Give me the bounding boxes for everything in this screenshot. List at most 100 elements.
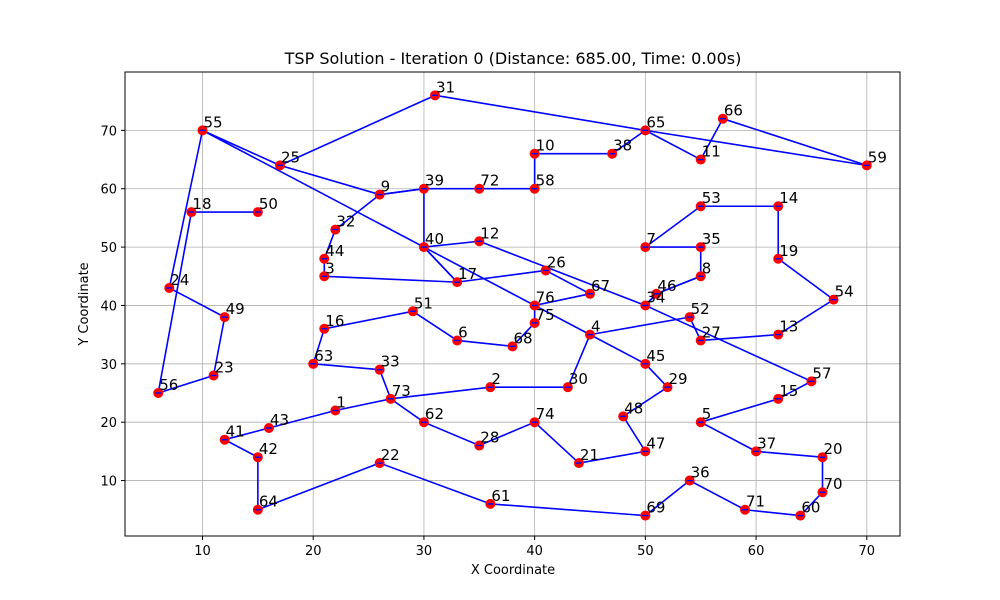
city-label-1: 1 [336,394,346,412]
city-label-16: 16 [325,312,344,330]
route-segment [379,187,425,196]
route-segment [457,269,546,283]
x-tick-label: 60 [748,544,765,559]
plot-frame [124,71,901,537]
route-segment [202,129,536,307]
route-segment [645,304,812,383]
route-segment [534,293,591,307]
x-tick-label: 20 [305,544,322,559]
city-label-4: 4 [591,318,601,336]
route-segment [622,386,668,418]
city-label-30: 30 [569,370,588,388]
route-segment [323,229,337,260]
city-label-66: 66 [724,102,743,120]
route-segment [202,129,281,167]
city-label-74: 74 [536,405,555,423]
city-label-32: 32 [336,213,355,231]
chart-title: TSP Solution - Iteration 0 (Distance: 68… [284,49,742,68]
route-segment [324,275,458,283]
route-segment [412,310,458,342]
city-label-64: 64 [259,493,278,511]
city-label-5: 5 [702,405,712,423]
city-label-76: 76 [536,288,555,306]
route-segment [700,118,724,160]
city-label-40: 40 [425,230,444,248]
route-segment [168,130,204,289]
route-segment [644,129,702,161]
route-segment [622,415,647,452]
route-segment [700,333,779,342]
city-label-48: 48 [624,399,643,417]
city-label-15: 15 [779,382,798,400]
city-label-50: 50 [259,195,278,213]
y-axis-label: Y Coordinate [77,262,92,346]
route-lines [157,94,868,517]
route-segment [644,479,691,517]
route-segment [378,369,392,400]
city-label-31: 31 [436,78,455,96]
city-label-45: 45 [646,347,665,365]
city-label-44: 44 [325,242,344,260]
y-tick-label: 50 [100,241,117,256]
city-label-27: 27 [702,323,721,341]
route-segment [644,205,702,248]
route-segment [689,479,746,511]
city-label-22: 22 [381,446,400,464]
city-label-8: 8 [702,259,712,277]
city-label-34: 34 [646,288,665,306]
y-tick-label: 70 [100,124,117,139]
city-label-56: 56 [159,376,178,394]
route-segment [567,334,591,388]
city-label-13: 13 [779,318,798,336]
x-tick-label: 50 [637,544,654,559]
route-segment [390,386,491,400]
city-label-33: 33 [381,353,400,371]
city-label-28: 28 [480,429,499,447]
city-label-36: 36 [691,464,710,482]
y-tick-label: 40 [100,299,117,314]
route-segment [224,427,270,441]
city-label-17: 17 [458,265,477,283]
city-label-51: 51 [414,294,433,312]
route-segment [777,298,834,336]
city-label-55: 55 [204,113,223,131]
route-segment [534,421,580,464]
city-label-35: 35 [702,230,721,248]
city-label-43: 43 [270,411,289,429]
route-segment [457,339,513,348]
city-label-49: 49 [226,300,245,318]
route-segment [423,240,480,248]
route-segment [279,94,436,167]
x-axis-ticks: 10 20 30 40 50 60 70 [194,536,875,559]
route-segment [168,287,226,318]
route-segment [656,275,702,295]
route-segment [268,409,336,429]
city-label-53: 53 [702,189,721,207]
route-segment [334,193,381,231]
route-segment [490,503,646,517]
route-segment [423,246,458,283]
city-label-12: 12 [480,224,499,242]
city-label-41: 41 [226,423,245,441]
route-segment [379,462,491,505]
route-segment [257,462,380,511]
city-label-6: 6 [458,323,468,341]
city-label-11: 11 [702,143,721,161]
city-label-63: 63 [314,347,333,365]
route-segment [777,258,835,301]
city-label-68: 68 [514,329,533,347]
x-tick-label: 70 [859,544,876,559]
city-label-75: 75 [536,306,555,324]
city-points [153,90,872,521]
y-tick-label: 20 [100,416,117,431]
city-label-46: 46 [657,277,676,295]
y-tick-label: 60 [100,183,117,198]
x-tick-label: 30 [416,544,433,559]
route-segment [589,333,646,365]
city-label-52: 52 [691,300,710,318]
route-segment [478,240,646,307]
route-segment [511,322,536,347]
city-label-70: 70 [824,475,843,493]
